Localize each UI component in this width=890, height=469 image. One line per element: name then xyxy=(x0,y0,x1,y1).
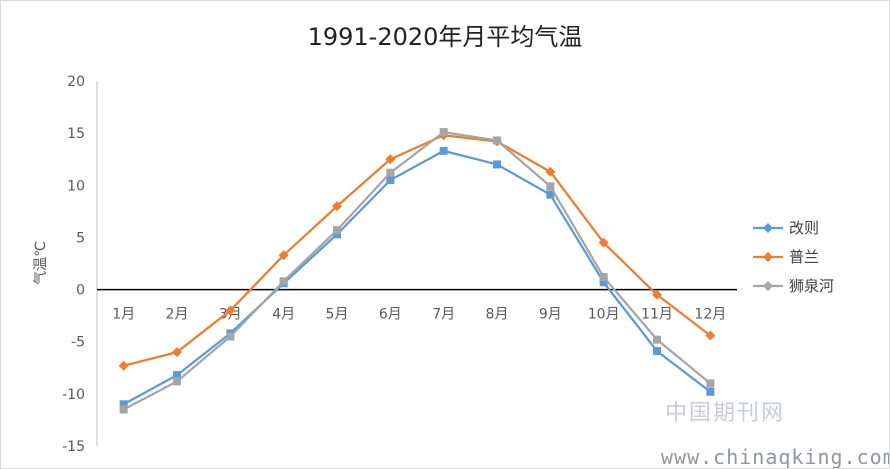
data-point xyxy=(332,201,342,212)
series-line xyxy=(123,149,712,406)
data-point xyxy=(386,168,395,177)
legend-item: 普兰 xyxy=(753,248,819,266)
y-tick-label: 15 xyxy=(67,126,85,142)
series-layer xyxy=(118,128,716,414)
data-point xyxy=(173,377,181,386)
data-point xyxy=(598,237,609,248)
data-point xyxy=(545,166,556,177)
x-tick-label: 9月 xyxy=(539,307,562,323)
data-point xyxy=(279,277,288,286)
legend-label: 改则 xyxy=(789,219,819,237)
legend-item: 狮泉河 xyxy=(753,277,834,295)
data-point xyxy=(439,128,448,137)
chart-title: 1991-2020年月平均气温 xyxy=(308,23,583,51)
data-point xyxy=(652,289,662,300)
watermark-site: 中国期刊网 xyxy=(665,401,785,426)
data-point xyxy=(705,330,716,341)
y-tick-label: 10 xyxy=(67,178,85,194)
legend-label: 普兰 xyxy=(789,248,819,266)
data-point xyxy=(599,273,608,282)
data-point xyxy=(118,360,129,371)
y-tick-label: -10 xyxy=(62,387,85,403)
data-point xyxy=(706,379,715,388)
legend-marker xyxy=(763,252,773,262)
x-tick-label: 1月 xyxy=(112,307,135,323)
series xyxy=(119,146,715,409)
data-point xyxy=(493,160,501,169)
data-point xyxy=(225,305,236,316)
data-point xyxy=(386,176,395,185)
x-tick-label: 10月 xyxy=(588,307,620,323)
y-tick-label: 20 xyxy=(67,74,85,90)
y-tick-label: -5 xyxy=(71,335,85,351)
axes: 20151050-5-10-151月2月3月4月5月6月7月8月9月10月11月… xyxy=(62,74,737,455)
data-point xyxy=(278,250,289,261)
x-tick-label: 11月 xyxy=(641,307,673,323)
x-tick-label: 8月 xyxy=(486,307,509,323)
x-tick-label: 4月 xyxy=(272,307,295,323)
watermark-url: www.chinaqking.com xyxy=(661,445,889,468)
data-point xyxy=(546,182,555,191)
data-point xyxy=(173,371,181,380)
data-point xyxy=(546,190,555,199)
legend-marker xyxy=(763,223,773,233)
x-tick-label: 5月 xyxy=(326,307,349,323)
data-point xyxy=(653,347,661,356)
y-tick-label: -15 xyxy=(62,439,85,455)
data-point xyxy=(439,146,448,155)
data-point xyxy=(706,387,715,396)
series xyxy=(119,128,715,414)
series-line xyxy=(123,134,712,367)
data-point xyxy=(653,335,661,344)
x-tick-label: 7月 xyxy=(432,307,455,323)
data-point xyxy=(333,230,341,239)
y-axis-title: 气温℃ xyxy=(33,241,49,285)
data-point xyxy=(599,278,608,287)
y-tick-label: 0 xyxy=(76,283,85,299)
legend-label: 狮泉河 xyxy=(789,277,834,295)
x-tick-label: 12月 xyxy=(694,307,726,323)
series-line xyxy=(123,130,712,411)
data-point xyxy=(119,405,128,414)
legend-marker xyxy=(763,281,773,291)
x-tick-label: 6月 xyxy=(379,307,402,323)
data-point xyxy=(385,154,396,165)
data-point xyxy=(226,332,235,341)
x-tick-label: 2月 xyxy=(166,307,189,323)
data-point xyxy=(493,136,501,145)
data-point xyxy=(333,226,341,235)
data-point xyxy=(172,347,182,358)
legend-item: 改则 xyxy=(753,219,819,237)
data-point xyxy=(119,400,128,409)
y-tick-label: 5 xyxy=(76,230,85,246)
